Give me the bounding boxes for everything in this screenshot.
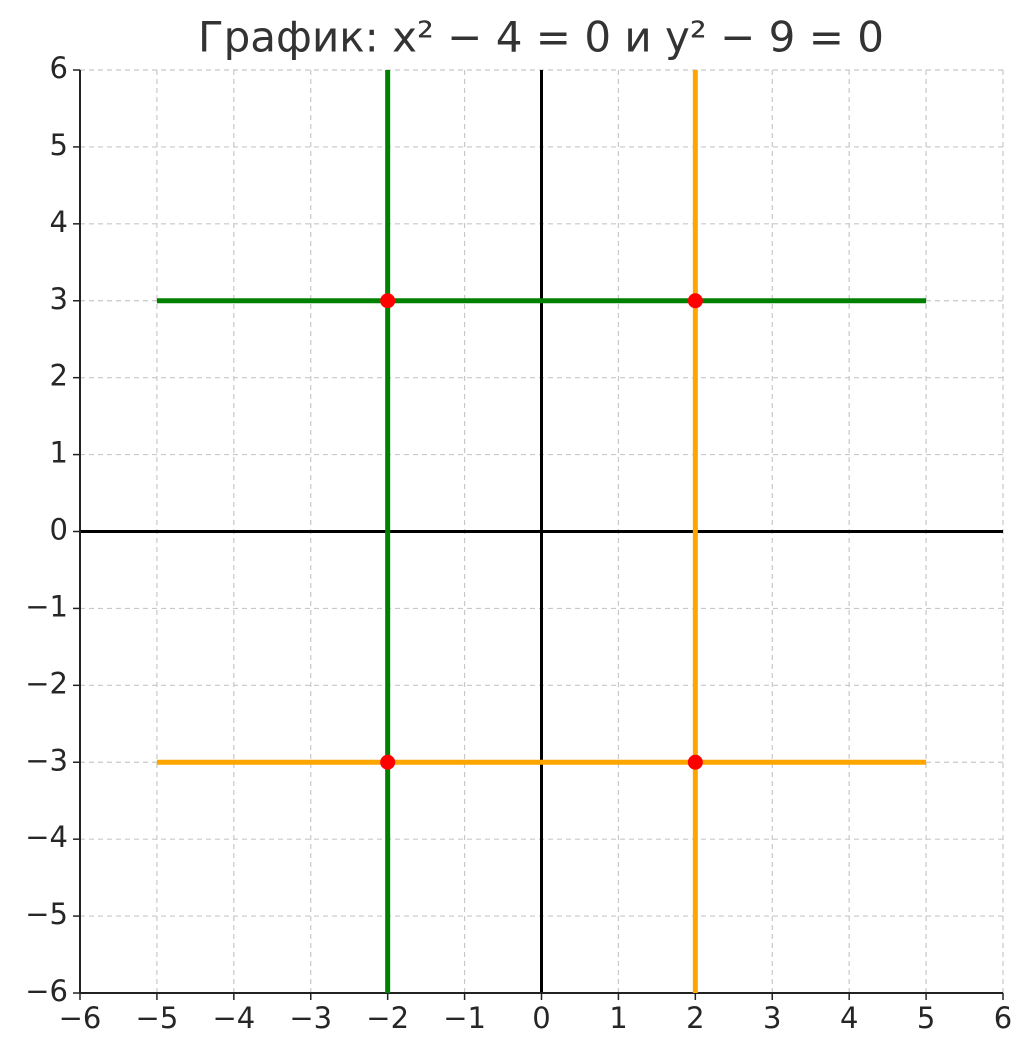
x-tick-label: 1 [609, 1001, 627, 1035]
x-tick-label: 6 [994, 1001, 1012, 1035]
x-tick-label: −1 [443, 1001, 486, 1035]
point [687, 754, 703, 770]
x-tick-label: −3 [289, 1001, 332, 1035]
x-tick-label: 4 [840, 1001, 858, 1035]
y-tick-label: 3 [50, 282, 68, 316]
x-tick-label: 0 [532, 1001, 550, 1035]
x-tick-label: −5 [136, 1001, 179, 1035]
chart-title: График: x² − 4 = 0 и y² − 9 = 0 [198, 13, 884, 62]
y-tick-label: 6 [50, 51, 68, 85]
point [380, 754, 396, 770]
x-tick-label: 3 [763, 1001, 781, 1035]
y-tick-label: 5 [50, 128, 68, 162]
x-tick-label: −4 [212, 1001, 255, 1035]
y-tick-label: −6 [25, 974, 68, 1008]
x-tick-label: 5 [917, 1001, 935, 1035]
y-tick-label: −4 [25, 820, 68, 854]
x-tick-label: 2 [686, 1001, 704, 1035]
point [687, 293, 703, 309]
y-tick-label: −5 [25, 897, 68, 931]
y-tick-label: 2 [50, 359, 68, 393]
y-tick-label: 0 [50, 513, 68, 547]
y-tick-label: −2 [25, 666, 68, 700]
x-tick-label: −6 [59, 1001, 102, 1035]
y-tick-label: 4 [50, 205, 68, 239]
x-tick-label: −2 [366, 1001, 409, 1035]
point [380, 293, 396, 309]
y-tick-label: 1 [50, 436, 68, 470]
y-tick-label: −3 [25, 743, 68, 777]
y-tick-label: −1 [25, 589, 68, 623]
